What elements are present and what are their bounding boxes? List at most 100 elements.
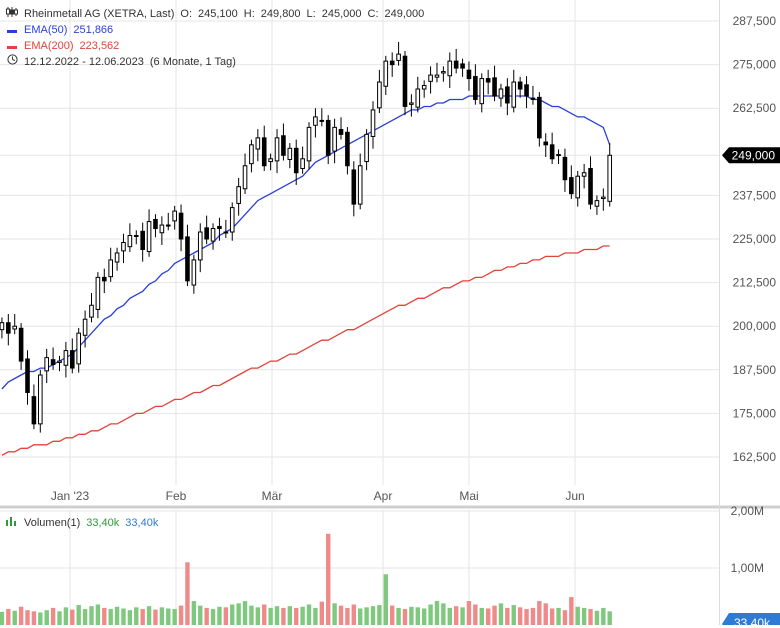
candle-body [364, 133, 369, 163]
volume-bar [166, 608, 171, 625]
legend-title-row: Rheinmetall AG (XETRA, Last) O: 245,100 H… [6, 6, 424, 22]
volume-bar [38, 612, 43, 625]
volume-bar [524, 609, 529, 625]
candle-body [332, 126, 337, 152]
y-tick-label: 287,500 [733, 14, 777, 28]
volume-tick-label: 2,00M [731, 504, 764, 518]
candle-body [185, 236, 190, 282]
volume-bar [300, 606, 305, 625]
volume-bar [601, 607, 606, 625]
volume-bar [281, 607, 286, 625]
volume-bar [108, 609, 113, 625]
volume-bar [402, 609, 408, 625]
y-tick-label: 187,500 [733, 363, 777, 377]
candle-body [537, 96, 542, 139]
candle-body [146, 221, 152, 253]
candle-body [204, 227, 209, 240]
candle-body [409, 102, 414, 105]
candle-body [153, 218, 158, 230]
high-label: H: [243, 8, 255, 20]
volume-bar [294, 607, 299, 625]
volume-bar [313, 607, 318, 625]
candle-body [421, 85, 427, 90]
legend-ema200-row[interactable]: EMA(200) 223,562 [6, 38, 424, 54]
volume-bar [102, 607, 107, 625]
volume-bar [607, 611, 612, 625]
open-label: O: [180, 8, 193, 20]
volume-bar [57, 611, 62, 625]
candle-body [569, 177, 574, 195]
candle-body [165, 224, 171, 227]
volume-bar [121, 608, 126, 625]
y-tick-label: 162,500 [733, 450, 777, 464]
x-tick-label: Jun [565, 489, 584, 503]
candle-body [293, 147, 299, 174]
candle-body [338, 128, 344, 135]
legend-ema50-row[interactable]: EMA(50) 251,866 [6, 22, 424, 38]
candle-body [325, 119, 331, 156]
volume-bar [198, 605, 203, 625]
candle-body [178, 212, 184, 240]
y-tick-label: 200,000 [733, 319, 777, 333]
volume-bar [466, 601, 472, 625]
volume-legend: Volumen(1) 33,40k 33,40k [6, 516, 158, 529]
volume-bar [25, 610, 30, 625]
ema200-label: EMA(200) [24, 40, 74, 52]
candle-body [31, 396, 37, 425]
volume-bar [262, 604, 267, 625]
candle-body [434, 74, 440, 78]
volume-bar [146, 606, 152, 625]
candle-body [594, 200, 600, 207]
volume-bar [185, 562, 190, 625]
y-tick-label: 212,500 [733, 276, 777, 290]
candle-body [351, 169, 357, 205]
volume-bar [268, 607, 273, 625]
ema200-line [1, 245, 610, 456]
candle-body [428, 74, 433, 82]
candle-body [69, 350, 75, 369]
low-value: 245,000 [321, 8, 362, 20]
candle-body [345, 131, 350, 167]
volume-bar [421, 608, 427, 625]
candle-body [76, 332, 81, 365]
candle-body [121, 241, 126, 252]
x-tick-label: Mär [262, 489, 283, 503]
candle-body [530, 97, 536, 100]
volume-bar [153, 609, 158, 625]
candle-body [101, 276, 107, 282]
candle-body [261, 137, 267, 167]
volume-bar [326, 533, 331, 625]
legend-range-row: 12.12.2022 - 12.06.2023 (6 Monate, 1 Tag… [6, 54, 424, 70]
volume-bar [562, 610, 568, 625]
volume-bars-icon [6, 516, 18, 529]
volume-bar [569, 597, 574, 625]
volume-bar [114, 606, 120, 625]
volume-bar [31, 611, 37, 625]
candle-body [575, 175, 581, 199]
candle-body [300, 158, 305, 170]
candle-body [479, 78, 485, 105]
volume-bar [332, 603, 337, 625]
candle-body [249, 144, 254, 165]
candle-body [268, 158, 273, 163]
volume-bar [345, 607, 350, 625]
volume-bar [505, 607, 510, 625]
candle-body [562, 156, 568, 181]
volume-bar [492, 605, 497, 625]
chart-legend: Rheinmetall AG (XETRA, Last) O: 245,100 H… [6, 6, 424, 70]
volume-bar [230, 604, 235, 625]
volume-bar [351, 604, 357, 625]
volume-bar [82, 609, 88, 625]
candle-body [441, 71, 446, 74]
candle-body [63, 350, 69, 366]
candle-body [38, 374, 43, 425]
volume-bar [338, 605, 344, 625]
candle-body [25, 358, 30, 393]
volume-bar [581, 607, 587, 625]
volume-bar [453, 606, 459, 625]
open-value: 245,100 [198, 8, 238, 20]
volume-badge [722, 613, 780, 628]
y-tick-label: 175,000 [733, 406, 777, 420]
